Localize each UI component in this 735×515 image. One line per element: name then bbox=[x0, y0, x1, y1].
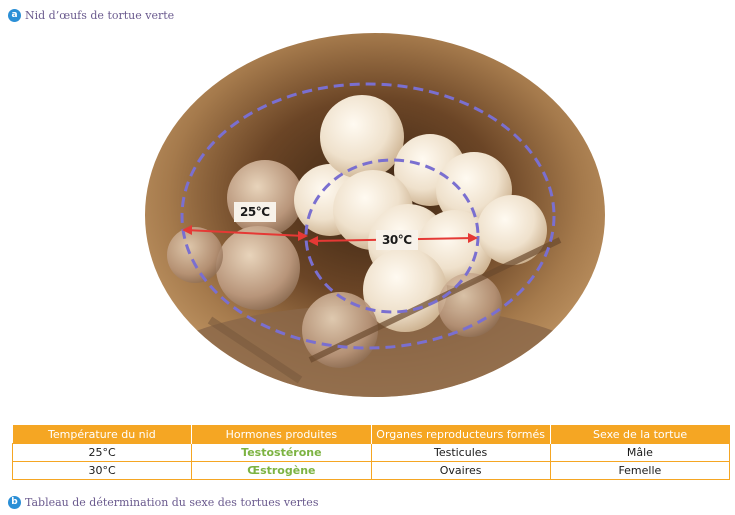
table-row: 25°C Testostérone Testicules Mâle bbox=[11, 443, 731, 462]
temperature-label-25: 25°C bbox=[234, 202, 276, 222]
cell-hormone: Testostérone bbox=[191, 443, 372, 462]
cell-sex: Femelle bbox=[549, 461, 731, 480]
cell-temperature: 30°C bbox=[11, 461, 193, 480]
figure-a-title: Nid d’œufs de tortue verte bbox=[25, 9, 175, 22]
cell-organs: Testicules bbox=[370, 443, 551, 462]
eggs-cluster bbox=[145, 95, 605, 397]
temperature-label-30: 30°C bbox=[376, 230, 418, 250]
figure-b-badge: b bbox=[8, 496, 21, 509]
inner-zone-circle bbox=[304, 158, 480, 314]
table-header-row: Température du nid Hormones produites Or… bbox=[12, 425, 730, 444]
table-row: 30°C Œstrogène Ovaires Femelle bbox=[11, 461, 731, 480]
cell-organs: Ovaires bbox=[370, 461, 551, 480]
figure-a-caption: a Nid d’œufs de tortue verte bbox=[8, 9, 174, 22]
cell-hormone: Œstrogène bbox=[191, 461, 372, 480]
header-organs: Organes reproducteurs formés bbox=[371, 425, 551, 444]
outer-zone-circle bbox=[180, 82, 556, 350]
figure-b-title: Tableau de détermination du sexe des tor… bbox=[25, 496, 319, 509]
turtle-nest-photo bbox=[145, 33, 605, 397]
cell-sex: Mâle bbox=[549, 443, 731, 462]
header-sex: Sexe de la tortue bbox=[550, 425, 730, 444]
sex-determination-table: Température du nid Hormones produites Or… bbox=[11, 425, 731, 480]
figure-a-badge: a bbox=[8, 9, 21, 22]
header-hormones: Hormones produites bbox=[191, 425, 372, 444]
figure-b-caption: b Tableau de détermination du sexe des t… bbox=[8, 496, 318, 509]
cell-temperature: 25°C bbox=[11, 443, 193, 462]
header-temperature: Température du nid bbox=[12, 425, 193, 444]
arrow-25 bbox=[182, 225, 308, 241]
